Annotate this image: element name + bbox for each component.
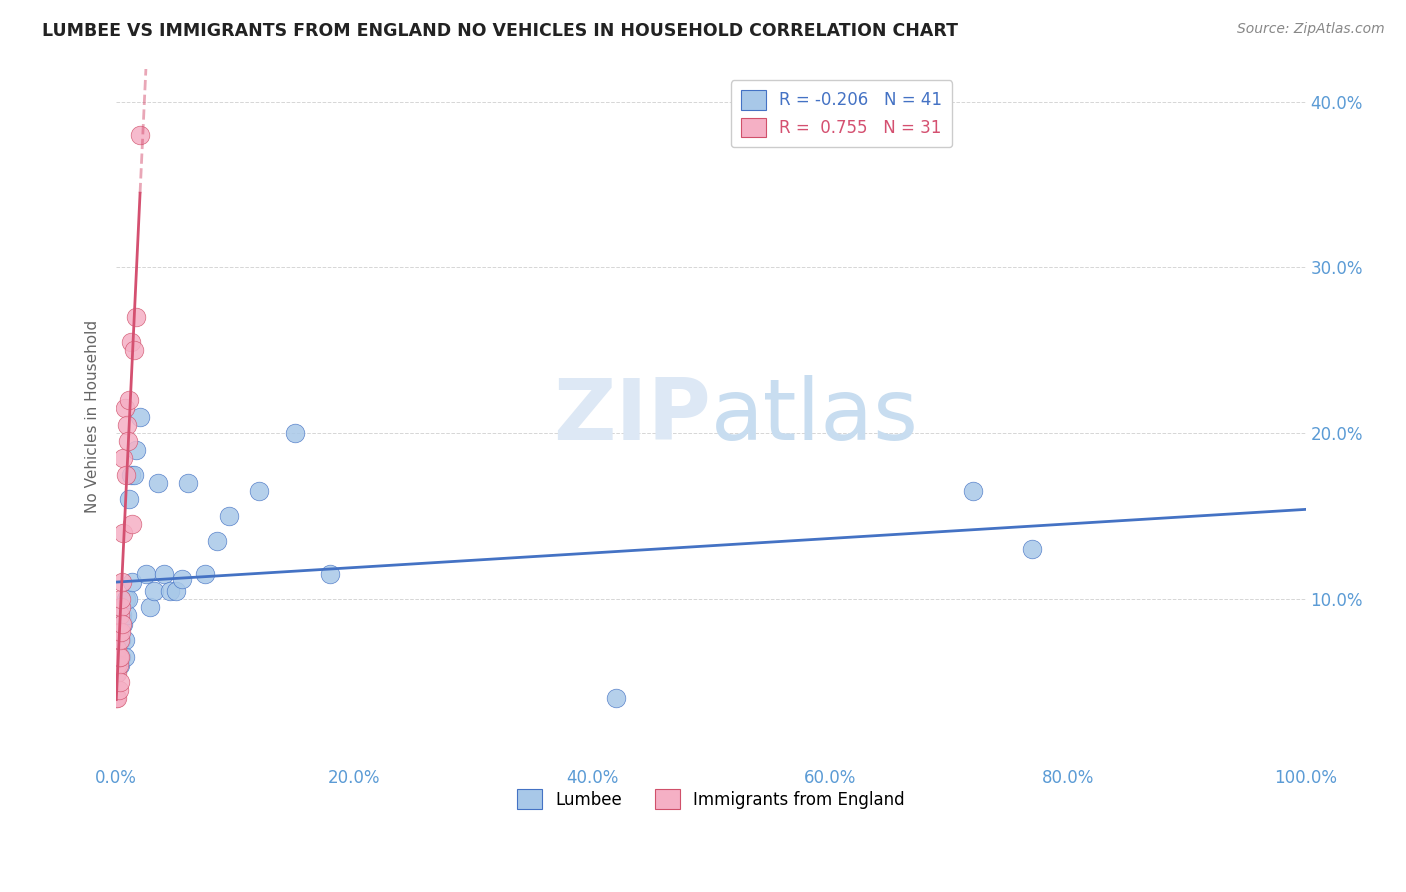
Point: [111, 575, 134, 590]
Point: [319, 566, 342, 581]
Point: [107, 649, 129, 664]
Point: [117, 434, 139, 449]
Point: [107, 666, 129, 681]
Point: [115, 417, 138, 432]
Text: LUMBEE VS IMMIGRANTS FROM ENGLAND NO VEHICLES IN HOUSEHOLD CORRELATION CHART: LUMBEE VS IMMIGRANTS FROM ENGLAND NO VEH…: [42, 22, 957, 40]
Point: [105, 666, 128, 681]
Point: [107, 682, 129, 697]
Point: [114, 591, 136, 606]
Point: [129, 409, 152, 424]
Point: [194, 566, 217, 581]
Point: [108, 633, 131, 648]
Point: [121, 517, 143, 532]
Text: Source: ZipAtlas.com: Source: ZipAtlas.com: [1237, 22, 1385, 37]
Point: [107, 641, 129, 656]
Point: [110, 633, 132, 648]
Point: [165, 583, 187, 598]
Point: [110, 649, 132, 664]
Legend: Lumbee, Immigrants from England: Lumbee, Immigrants from England: [510, 783, 911, 815]
Point: [110, 591, 132, 606]
Point: [247, 484, 270, 499]
Point: [108, 633, 131, 648]
Point: [138, 600, 160, 615]
Point: [112, 450, 135, 465]
Point: [1021, 542, 1043, 557]
Point: [107, 691, 129, 706]
Point: [111, 608, 134, 623]
Point: [121, 575, 143, 590]
Text: atlas: atlas: [711, 375, 920, 458]
Point: [107, 658, 129, 673]
Point: [159, 583, 181, 598]
Point: [112, 616, 135, 631]
Point: [105, 649, 128, 664]
Text: ZIP: ZIP: [553, 375, 711, 458]
Point: [122, 343, 145, 358]
Point: [117, 591, 139, 606]
Point: [114, 401, 136, 416]
Point: [125, 442, 148, 457]
Point: [107, 616, 129, 631]
Point: [153, 566, 176, 581]
Point: [110, 600, 132, 615]
Point: [114, 633, 136, 648]
Point: [118, 492, 141, 507]
Point: [129, 128, 152, 142]
Point: [107, 616, 129, 631]
Point: [143, 583, 166, 598]
Point: [107, 649, 129, 664]
Point: [122, 467, 145, 482]
Point: [118, 392, 141, 407]
Point: [135, 566, 157, 581]
Point: [108, 658, 131, 673]
Point: [105, 691, 128, 706]
Point: [111, 616, 134, 631]
Point: [125, 310, 148, 324]
Point: [112, 525, 135, 540]
Point: [605, 691, 627, 706]
Point: [218, 508, 240, 523]
Point: [120, 334, 142, 349]
Point: [115, 608, 138, 623]
Point: [962, 484, 984, 499]
Point: [107, 658, 129, 673]
Point: [146, 475, 169, 490]
Y-axis label: No Vehicles in Household: No Vehicles in Household: [86, 320, 100, 513]
Point: [107, 624, 129, 639]
Point: [111, 616, 134, 631]
Point: [114, 467, 136, 482]
Point: [207, 533, 229, 548]
Point: [108, 674, 131, 689]
Point: [120, 467, 142, 482]
Point: [284, 426, 307, 441]
Point: [107, 641, 129, 656]
Point: [108, 649, 131, 664]
Point: [114, 649, 136, 664]
Point: [108, 608, 131, 623]
Point: [170, 572, 193, 586]
Point: [176, 475, 198, 490]
Point: [110, 624, 132, 639]
